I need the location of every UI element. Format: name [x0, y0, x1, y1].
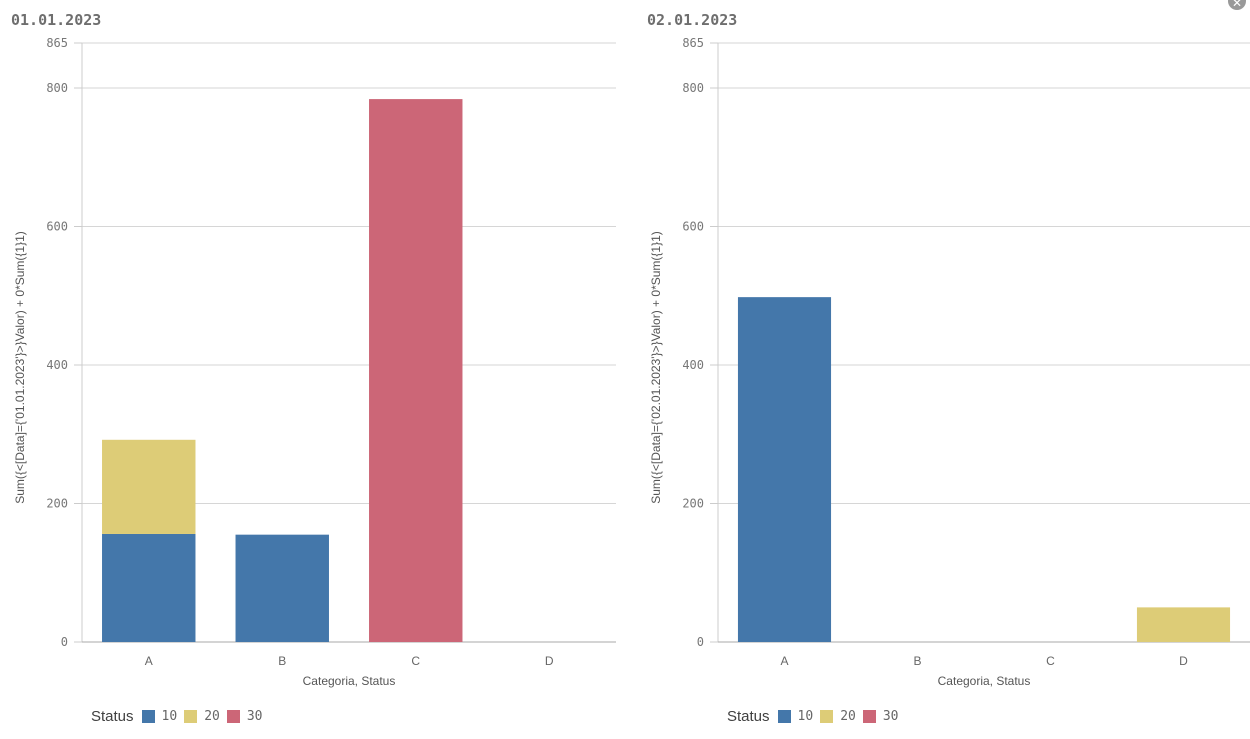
- legend-label-30: 30: [246, 709, 263, 724]
- legend-swatch-30: [226, 710, 240, 723]
- x-tick-label: C: [1046, 654, 1055, 668]
- x-tick-label: C: [411, 654, 420, 668]
- legend-label-10: 10: [161, 709, 178, 724]
- y-axis-label: Sum({<[Data]={'02.01.2023'}>}Valor) + 0*…: [649, 231, 663, 504]
- y-tick-label: 0: [61, 635, 68, 649]
- y-tick-label: 865: [682, 36, 704, 50]
- bar-A-10: [102, 533, 196, 642]
- y-tick-label: 800: [682, 81, 704, 95]
- bar-C-30: [369, 99, 463, 643]
- legend-label-20: 20: [840, 709, 856, 724]
- y-tick-label: 200: [682, 497, 704, 511]
- x-tick-label: B: [913, 654, 921, 668]
- legend-label-20: 20: [204, 709, 220, 724]
- legend-swatch-30: [862, 710, 876, 723]
- x-tick-label: A: [145, 654, 153, 668]
- bar-A-20: [102, 439, 196, 534]
- x-tick-label: B: [278, 654, 286, 668]
- legend-swatch-10: [777, 710, 791, 723]
- x-axis-label: Categoria, Status: [303, 674, 396, 688]
- y-tick-label: 600: [682, 220, 704, 234]
- legend-1: Status 10 20 30: [91, 708, 270, 725]
- x-tick-label: A: [780, 654, 788, 668]
- legend-label-10: 10: [797, 709, 814, 724]
- bar-B-10: [235, 534, 329, 642]
- y-tick-label: 800: [46, 81, 68, 95]
- legend-label-30: 30: [882, 709, 899, 724]
- legend-2: Status 10 20 30: [727, 708, 906, 725]
- close-circle-icon[interactable]: ✕: [1228, 0, 1246, 10]
- y-tick-label: 865: [46, 36, 68, 50]
- x-tick-label: D: [545, 654, 554, 668]
- y-tick-label: 400: [46, 358, 68, 372]
- legend-title: Status: [91, 708, 134, 725]
- chart-title-2: 02.01.2023: [647, 11, 738, 29]
- x-tick-label: D: [1179, 654, 1188, 668]
- bar-D-20: [1136, 607, 1231, 642]
- y-tick-label: 400: [682, 358, 704, 372]
- legend-swatch-20: [820, 710, 834, 723]
- x-axis-label: Categoria, Status: [938, 674, 1031, 688]
- y-tick-label: 200: [46, 497, 68, 511]
- legend-swatch-10: [141, 710, 155, 723]
- y-tick-label: 600: [46, 220, 68, 234]
- y-axis-label: Sum({<[Data]={'01.01.2023'}>}Valor) + 0*…: [13, 231, 27, 504]
- chart-title-1: 01.01.2023: [11, 11, 102, 29]
- y-tick-label: 0: [697, 635, 704, 649]
- legend-swatch-20: [184, 710, 198, 723]
- bar-A-10: [737, 297, 832, 642]
- legend-title: Status: [727, 708, 770, 725]
